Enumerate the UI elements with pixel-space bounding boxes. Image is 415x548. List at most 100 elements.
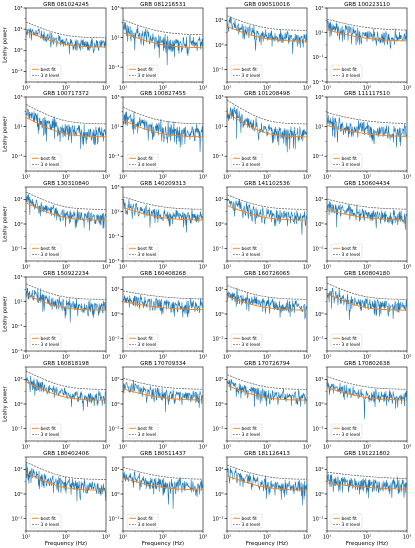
- data-series: [227, 379, 307, 407]
- sigma-level-line: [26, 21, 106, 39]
- y-tick-label: 10⁻²: [11, 69, 22, 75]
- legend-sigma-label: 3 σ level: [342, 432, 361, 438]
- panel-title: GRB 191221802: [344, 451, 390, 457]
- legend-fit-label: best fit: [342, 67, 358, 73]
- x-tick-label: 10³: [199, 265, 207, 271]
- x-tick-label: 10²: [263, 535, 271, 541]
- y-tick-label: 10²: [315, 467, 323, 473]
- y-tick-label: 10²: [315, 377, 323, 383]
- best-fit-line: [26, 294, 106, 311]
- data-series: [26, 287, 106, 323]
- y-tick-label: 10⁰: [315, 402, 323, 408]
- plot-area: [227, 374, 307, 407]
- best-fit-line: [327, 209, 407, 221]
- legend-sigma-label: 3 σ level: [41, 432, 60, 438]
- panel: GRB 180402406 10¹ 10² 10³ 10⁻² 10⁰ 10² best fit…: [11, 451, 110, 541]
- legend-box: [126, 423, 159, 439]
- plot-area: [327, 471, 407, 499]
- plot-area: [123, 377, 203, 412]
- x-tick-label: 10¹: [323, 265, 331, 271]
- plot-area: [327, 282, 407, 321]
- panel-title: GRB 150922234: [43, 271, 89, 277]
- x-tick-label: 10³: [102, 355, 110, 361]
- panel: GRB 100827455 10¹ 10² 10³ 10⁻¹ 10¹ 10³ best fit…: [108, 91, 207, 181]
- x-tick-label: 10³: [403, 535, 411, 541]
- legend-sigma-label: 3 σ level: [242, 522, 261, 528]
- legend-sigma-label: 3 σ level: [242, 432, 261, 438]
- plot-area: [26, 461, 106, 502]
- plot-area: [227, 15, 307, 54]
- x-tick-label: 10³: [199, 535, 207, 541]
- plot-area: [26, 191, 106, 231]
- best-fit-line: [227, 26, 307, 42]
- y-tick-label: 10¹: [111, 35, 119, 41]
- sigma-level-line: [123, 466, 203, 480]
- best-fit-line: [26, 381, 106, 401]
- y-tick-label: 10⁻²: [212, 516, 223, 522]
- plot-area: [327, 18, 407, 51]
- x-tick-label: 10²: [363, 535, 371, 541]
- panel: GRB 150922234 10¹ 10² 10³ 10⁻³ 10⁻¹ 10¹ 10³ best…: [11, 271, 110, 361]
- plot-area: [327, 376, 407, 420]
- x-tick-label: 10³: [102, 535, 110, 541]
- plot-area: [123, 106, 203, 153]
- legend-fit-label: best fit: [138, 67, 154, 73]
- sigma-level-line: [327, 18, 407, 31]
- legend-fit-label: best fit: [342, 516, 358, 522]
- plot-area: [327, 112, 407, 148]
- x-tick-label: 10³: [199, 175, 207, 181]
- x-tick-label: 10²: [363, 445, 371, 451]
- y-tick-label: 10⁰: [215, 312, 223, 318]
- y-tick-label: 10⁰: [215, 492, 223, 498]
- data-series: [26, 462, 106, 502]
- x-tick-label: 10³: [199, 445, 207, 451]
- plot-area: [227, 194, 307, 235]
- sigma-level-line: [26, 104, 106, 125]
- best-fit-line: [227, 205, 307, 221]
- legend-sigma-label: 3 σ level: [242, 162, 261, 168]
- y-tick-label: 10⁻²: [108, 336, 119, 342]
- legend-fit-label: best fit: [242, 246, 258, 252]
- x-tick-label: 10³: [199, 355, 207, 361]
- y-tick-label: 10⁻²: [108, 426, 119, 432]
- plot-area: [26, 370, 106, 411]
- y-tick-label: 10⁰: [315, 492, 323, 498]
- y-tick-label: 10⁻²: [312, 516, 323, 522]
- y-tick-label: 10²: [14, 197, 22, 203]
- x-tick-label: 10²: [62, 445, 70, 451]
- panel-title: GRB 130310840: [43, 181, 89, 187]
- panel: GRB 170709334 10¹ 10² 10³ 10⁻² 10⁰ 10² best fit…: [108, 361, 207, 451]
- panel: GRB 081216531 10¹ 10² 10³ 10⁻¹ 10¹ 10³ best fit…: [108, 2, 207, 92]
- x-tick-label: 10³: [403, 445, 411, 451]
- x-tick-label: 10³: [303, 535, 311, 541]
- x-tick-label: 10³: [102, 265, 110, 271]
- y-tick-label: 10⁻²: [212, 426, 223, 432]
- best-fit-line: [227, 385, 307, 401]
- x-tick-label: 10³: [199, 86, 207, 92]
- legend-box: [330, 243, 363, 259]
- sigma-level-line: [26, 370, 106, 390]
- panel: GRB 100717372 10¹ 10² 10³ 10⁻¹ 10¹ 10³ best fit…: [11, 91, 110, 181]
- legend-fit-label: best fit: [41, 246, 57, 252]
- legend-fit-label: best fit: [138, 426, 154, 432]
- x-tick-label: 10²: [363, 265, 371, 271]
- x-tick-label: 10¹: [119, 175, 127, 181]
- legend-fit-label: best fit: [138, 336, 154, 342]
- legend-box: [230, 64, 263, 80]
- best-fit-line: [123, 207, 203, 221]
- x-tick-label: 10³: [303, 175, 311, 181]
- best-fit-line: [26, 30, 106, 48]
- plot-area: [227, 464, 307, 505]
- x-tick-label: 10¹: [119, 445, 127, 451]
- plot-area: [26, 21, 106, 55]
- x-tick-label: 10¹: [22, 355, 30, 361]
- x-tick-label: 10¹: [323, 86, 331, 92]
- x-tick-label: 10²: [263, 175, 271, 181]
- data-series: [327, 20, 407, 51]
- panel: GRB 180511437 10¹ 10² 10³ 10⁻² 10⁰ 10² best fit…: [108, 451, 207, 541]
- x-tick-label: 10²: [159, 265, 167, 271]
- y-tick-label: 10⁻³: [11, 349, 22, 355]
- panel-title: GRB 081024245: [43, 2, 89, 8]
- x-tick-label: 10³: [303, 86, 311, 92]
- x-tick-label: 10³: [403, 175, 411, 181]
